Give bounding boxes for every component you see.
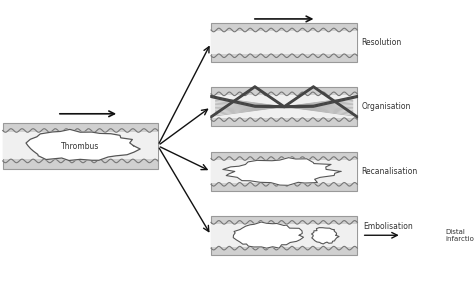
Bar (211, 152, 357, 191)
Text: Embolisation: Embolisation (364, 222, 413, 231)
Bar (211, 224, 357, 247)
Bar (211, 31, 357, 55)
Text: Resolution: Resolution (362, 38, 402, 47)
Text: Organisation: Organisation (362, 102, 411, 111)
Text: Distal
infarction: Distal infarction (445, 229, 474, 242)
Polygon shape (311, 228, 339, 244)
Bar (211, 23, 357, 62)
Text: Thrombus: Thrombus (61, 142, 100, 151)
Bar (3, 132, 158, 159)
Text: Recanalisation: Recanalisation (362, 167, 418, 176)
Polygon shape (223, 158, 341, 185)
Polygon shape (26, 129, 140, 160)
Bar (3, 123, 158, 169)
Polygon shape (233, 222, 303, 248)
Bar (211, 216, 357, 255)
Bar (211, 87, 357, 126)
Bar (211, 95, 357, 118)
Bar (211, 160, 357, 183)
